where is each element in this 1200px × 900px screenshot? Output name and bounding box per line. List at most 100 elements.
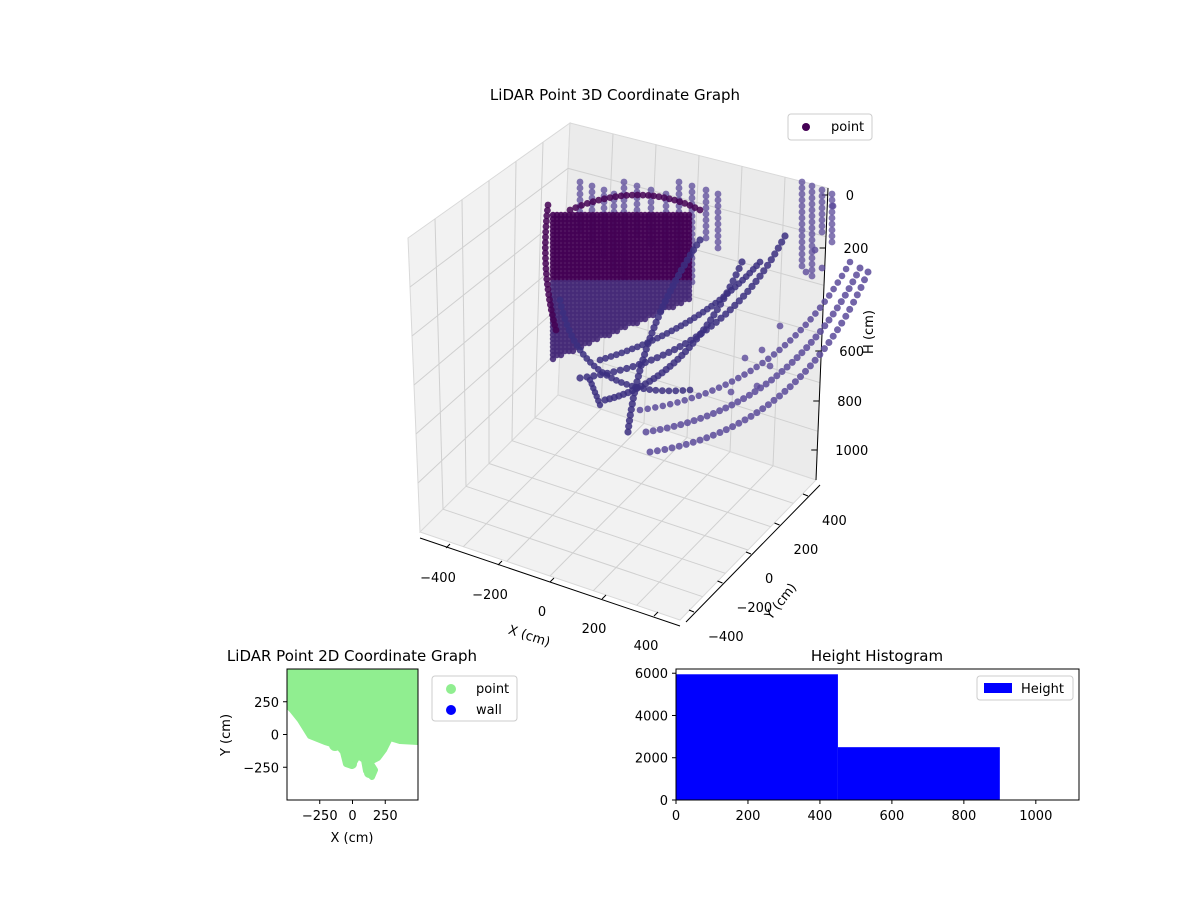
x-tick-mark-3d [497, 560, 503, 566]
point-3d [565, 326, 573, 334]
y-tick-label-hist: 0 [660, 794, 668, 809]
point-3d [807, 316, 814, 323]
point-3d [759, 359, 766, 367]
point-3d [656, 426, 664, 433]
legend-3d: point [787, 113, 873, 141]
point-3d [767, 256, 775, 264]
point-3d [825, 316, 833, 324]
point-3d [798, 208, 806, 216]
point-3d [770, 351, 778, 358]
point-3d [543, 270, 550, 278]
point-3d [652, 386, 660, 394]
point-3d [798, 214, 806, 222]
point-3d [793, 354, 801, 362]
point-3d [650, 192, 657, 200]
point-3d [738, 258, 746, 266]
point-3d [864, 268, 872, 276]
point-3d [547, 301, 554, 309]
point-3d [849, 278, 857, 286]
point-3d [798, 196, 806, 204]
point-3d [714, 202, 722, 210]
point-3d [798, 250, 806, 258]
point-3d [798, 256, 806, 264]
point-3d [544, 280, 551, 288]
point-3d [576, 196, 584, 204]
point-3d [778, 368, 786, 375]
y-axis-label-2d: Y (cm) [219, 714, 234, 757]
point-3d [842, 312, 850, 320]
point-3d [606, 194, 614, 202]
point-3d [798, 226, 806, 234]
point-3d [681, 397, 688, 404]
point-3d [818, 216, 826, 224]
chart-3d-scatter: LiDAR Point 3D Coordinate Graph −400 −200… [407, 86, 877, 654]
point-3d [549, 311, 556, 319]
point-3d [735, 374, 742, 382]
point-3d [818, 210, 826, 218]
legend-hist-label: Height [1021, 682, 1064, 697]
point-3d [660, 194, 668, 202]
point-3d [722, 404, 730, 412]
point-3d [829, 310, 837, 318]
point-3d [808, 254, 816, 262]
point-3d [559, 309, 567, 317]
point-3d [613, 351, 620, 359]
point-3d [676, 198, 684, 206]
point-3d [818, 192, 826, 200]
point-3d [722, 381, 729, 389]
point-3d [798, 178, 806, 186]
point-3d [717, 314, 725, 322]
point-3d [642, 428, 650, 436]
point-3d [690, 417, 698, 425]
point-3d [546, 296, 553, 304]
legend-2d-marker-wall [446, 705, 456, 715]
point-3d [741, 371, 748, 378]
point-3d [542, 228, 550, 236]
point-3d [600, 186, 608, 194]
point-3d [702, 204, 710, 212]
z-axis-label-3d: H (cm) [862, 310, 877, 354]
point-3d [600, 204, 608, 212]
point-3d [576, 184, 584, 192]
point-3d [812, 310, 819, 317]
point-3d [688, 394, 696, 402]
y-tick-mark-3d [745, 551, 752, 555]
point-3d [633, 206, 641, 214]
point-3d [726, 306, 734, 314]
point-3d [596, 356, 604, 364]
point-3d [628, 345, 636, 353]
point-3d [776, 346, 783, 354]
point-3d [697, 329, 705, 338]
point-3d [618, 379, 625, 386]
point-3d [808, 194, 816, 202]
point-3d [557, 351, 565, 359]
y-tick-label-3d: −200 [737, 601, 773, 616]
point-3d [646, 386, 653, 393]
point-3d [572, 204, 580, 212]
point-3d [681, 200, 689, 207]
point-3d [745, 391, 753, 399]
point-3d [808, 224, 816, 232]
point-3d [816, 304, 824, 312]
point-3d [748, 282, 756, 290]
point-3d [715, 384, 723, 392]
point-3d [833, 304, 841, 312]
point-3d [838, 319, 846, 327]
point-3d [666, 195, 673, 203]
point-3d [629, 394, 637, 402]
point-3d [677, 299, 685, 307]
point-3d [808, 182, 816, 190]
point-3d [716, 407, 724, 415]
point-3d [665, 387, 673, 395]
point-3d [740, 395, 748, 403]
point-3d [568, 332, 575, 339]
point-3d [623, 192, 630, 199]
point-3d [625, 417, 634, 425]
point-3d [639, 191, 647, 199]
point-3d [675, 178, 683, 186]
point-3d [825, 339, 833, 346]
x-tick-label-3d: 400 [634, 639, 659, 654]
x-tick-label-2d: 0 [348, 809, 356, 824]
point-3d [624, 428, 632, 436]
